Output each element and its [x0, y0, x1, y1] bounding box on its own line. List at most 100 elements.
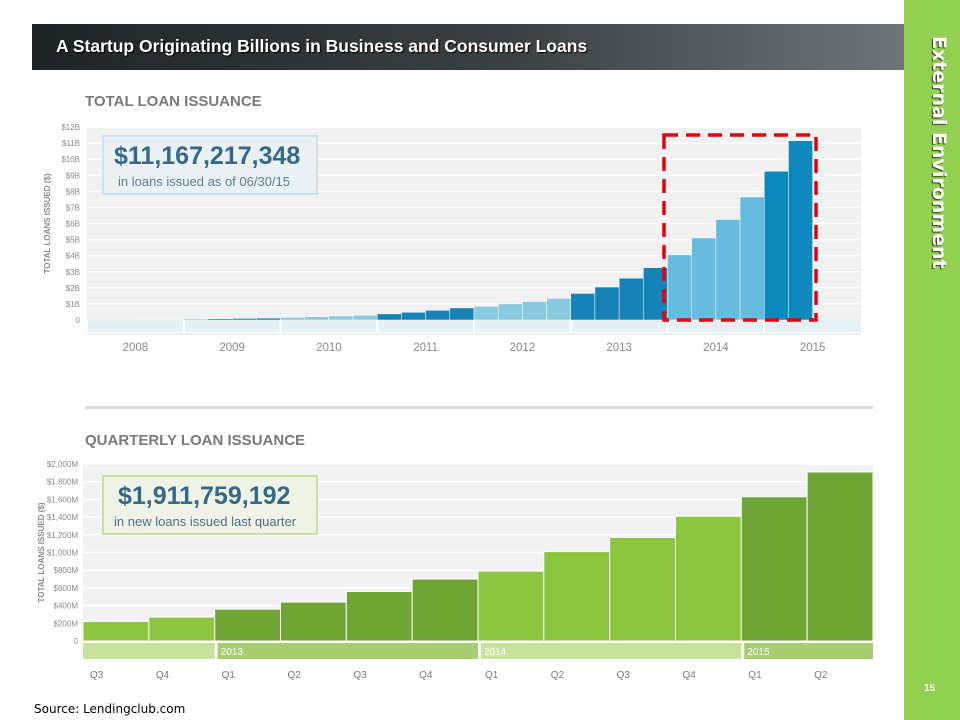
chart1-bar [546, 298, 571, 321]
chart2-quarter-label: Q1 [222, 670, 236, 681]
chart2-quarter-label: Q2 [551, 670, 565, 681]
chart1-year-label: 2012 [510, 342, 536, 354]
chart2-y-tick: $2,000M [47, 460, 78, 469]
chart2-quarter-label: Q2 [814, 670, 828, 681]
chart2-y-tick: $200M [54, 619, 79, 628]
chart1-y-tick: $3B [66, 268, 80, 277]
page-number: 15 [924, 683, 936, 694]
chart1-y-tick: $8B [66, 187, 80, 196]
chart1-highlight-box [662, 133, 818, 322]
chart2-year-separator [477, 643, 481, 659]
chart1-y-tick: $12B [61, 123, 80, 132]
chart2-quarter-label: Q2 [287, 670, 301, 681]
chart1-bar [304, 316, 330, 321]
chart2-y-tick: $1,800M [47, 478, 78, 487]
chart1-bar [207, 318, 233, 321]
chart2-bar [279, 601, 347, 642]
chart2-year-label: 2014 [484, 647, 507, 658]
chart2-y-tick: 0 [74, 637, 79, 646]
chart2-year-label: 2013 [221, 647, 244, 658]
chart1-bar [377, 313, 402, 321]
section-divider [85, 406, 873, 409]
title-bar: A Startup Originating Billions in Busine… [32, 24, 904, 70]
chart2-y-tick: $1,400M [47, 513, 78, 522]
side-label: External Environment [928, 36, 950, 269]
chart1-bar [764, 170, 789, 321]
chart1-year-label: 2008 [123, 342, 149, 354]
chart1-callout: $11,167,217,348 in loans issued as of 06… [102, 135, 318, 195]
chart2-quarter-label: Q3 [90, 670, 104, 681]
chart1-bar [473, 306, 499, 321]
chart2-quarter-label: Q4 [682, 670, 696, 681]
chart1-callout-caption: in loans issued as of 06/30/15 [118, 174, 291, 189]
chart2-callout: $1,911,759,192 in new loans issued last … [102, 475, 318, 535]
chart2-quarter-label: Q1 [748, 670, 762, 681]
source-note: Source: Lendingclub.com [34, 702, 186, 716]
chart1-y-tick: $1B [66, 300, 80, 309]
chart1-y-tick: $2B [66, 284, 80, 293]
chart1-year-label: 2013 [606, 342, 632, 354]
chart1-bar [231, 318, 257, 321]
chart1-bar [522, 301, 547, 321]
chart1-year-label: 2009 [219, 342, 245, 354]
chart1-bar [497, 303, 523, 321]
chart2-y-tick: $800M [54, 566, 79, 575]
chart1-bar [788, 140, 813, 321]
chart2-year-separator [741, 643, 745, 659]
chart2-y-tick: $1,200M [47, 531, 78, 540]
chart1-bar [425, 310, 451, 321]
chart2-callout-amount: $1,911,759,192 [118, 482, 291, 510]
chart2-y-tick: $1,000M [47, 549, 78, 558]
chart1-bar [256, 317, 281, 321]
chart1-y-tick: $11B [62, 139, 80, 148]
chart2-y-axis-label: TOTAL LOANS ISSUED ($) [37, 502, 46, 602]
chart1-year-label: 2015 [800, 342, 826, 354]
chart1-bar [618, 277, 644, 321]
chart2-year-label: 2015 [747, 647, 770, 658]
chart2-bar [411, 578, 479, 642]
chart1-title: TOTAL LOAN ISSUANCE [85, 93, 262, 110]
chart1-bar [594, 286, 620, 321]
chart2-bar [806, 471, 874, 642]
chart1-callout-amount: $11,167,217,348 [114, 142, 301, 170]
chart1-bar [667, 254, 692, 321]
chart1-bar [328, 315, 354, 321]
chart2-bar [740, 496, 808, 642]
chart2-bar [674, 515, 742, 642]
chart2-bar [214, 608, 281, 642]
chart1-bar [280, 317, 305, 321]
chart1-year-label: 2014 [703, 342, 729, 354]
side-bar [904, 0, 960, 720]
chart1-y-tick: $9B [66, 171, 80, 180]
chart2-bar [543, 551, 611, 642]
chart2-title: QUARTERLY LOAN ISSUANCE [85, 432, 306, 449]
chart2-quarter-label: Q3 [353, 670, 367, 681]
chart2-quarter-label: Q4 [156, 670, 170, 681]
chart1-y-tick: $6B [66, 220, 80, 229]
chart2-year-separator [214, 643, 218, 659]
chart2-quarter-label: Q4 [419, 670, 433, 681]
chart1-y-tick: $10B [61, 155, 80, 164]
chart2-bar [609, 536, 676, 642]
chart2-bar [82, 621, 150, 642]
chart2-callout-caption: in new loans issued last quarter [114, 514, 297, 529]
chart2-year-label: 2014 [484, 647, 507, 658]
chart2-bar [477, 570, 545, 642]
chart2-bar [148, 616, 216, 642]
chart2-year-band-2013 [217, 643, 478, 659]
chart1-y-axis-label: TOTAL LOANS ISSUED ($) [43, 173, 52, 273]
chart1-bar [570, 293, 596, 321]
chart1-bar [401, 312, 426, 321]
chart1-year-label: 2010 [316, 342, 342, 354]
chart2-year-band-2015 [744, 643, 873, 659]
chart1-bar [715, 219, 741, 321]
chart1-y-tick: $7B [66, 203, 80, 212]
chart2-bar [345, 590, 413, 642]
chart1-bar [183, 318, 209, 321]
chart1-bar [691, 237, 717, 321]
chart2-quarter-label: Q3 [617, 670, 631, 681]
slide-title: A Startup Originating Billions in Busine… [56, 36, 588, 56]
chart2-quarter-label: Q1 [485, 670, 499, 681]
chart1-bar [352, 314, 378, 321]
